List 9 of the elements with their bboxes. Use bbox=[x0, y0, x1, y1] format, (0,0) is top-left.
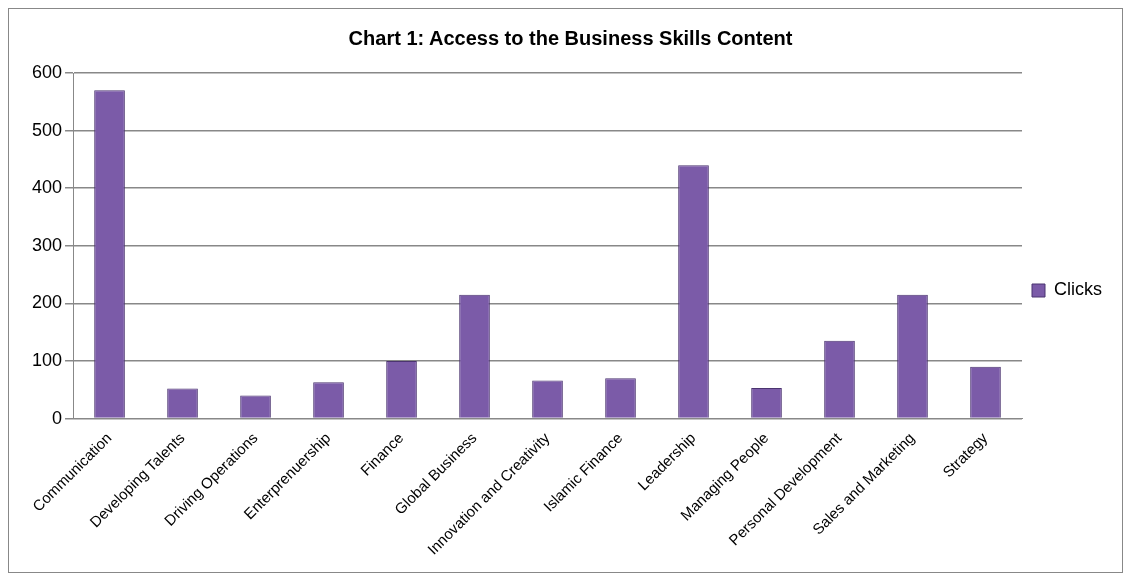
y-tick-label: 200 bbox=[31, 292, 63, 313]
y-tick-label: 300 bbox=[31, 234, 63, 255]
chart-title: Chart 1: Access to the Business Skills Content bbox=[348, 26, 793, 49]
y-tick-label: 600 bbox=[31, 61, 63, 82]
y-tick-label: 400 bbox=[31, 177, 63, 198]
y-tick-label: 100 bbox=[31, 349, 63, 370]
y-tick-label: 0 bbox=[52, 407, 63, 428]
y-tick-label: 500 bbox=[31, 119, 63, 140]
legend-label: Clicks bbox=[1054, 279, 1102, 300]
